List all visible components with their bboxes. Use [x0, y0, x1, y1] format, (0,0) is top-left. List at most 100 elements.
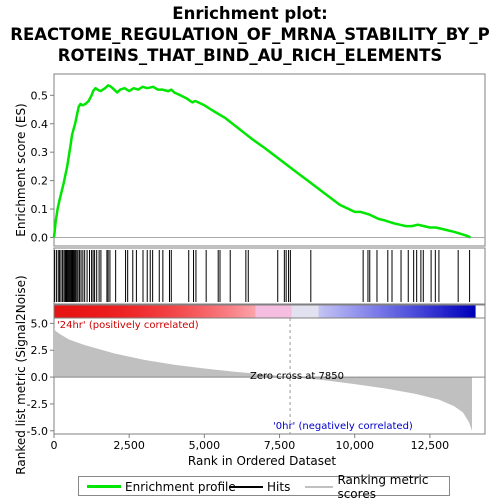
heatmap-cell: [228, 305, 232, 318]
heatmap-cell: [261, 305, 266, 318]
heatmap-cell: [207, 305, 211, 318]
rank-x-tick-label: 2,500: [113, 439, 145, 452]
rank-y-tick-label: 2.5: [31, 344, 49, 357]
heatmap-cell: [324, 305, 329, 318]
heatmap-cell: [450, 305, 455, 318]
heatmap-cell: [69, 305, 73, 318]
heatmap-cell: [57, 305, 61, 318]
heatmap-cell: [327, 305, 332, 318]
heatmap-cell: [141, 305, 145, 318]
title-line-1: Enrichment plot:: [172, 4, 328, 23]
heatmap-cell: [117, 305, 121, 318]
heatmap-cell: [312, 305, 317, 318]
heatmap-cell: [351, 305, 356, 318]
heatmap-cell: [309, 305, 314, 318]
heatmap-cell: [405, 305, 410, 318]
rank-y-tick-label: -5.0: [27, 425, 48, 438]
enrichment-profile-line: [52, 84, 472, 239]
heatmap-cell: [357, 305, 362, 318]
heatmap-cell: [231, 305, 235, 318]
heatmap-cell: [252, 305, 257, 318]
heatmap-cell: [393, 305, 398, 318]
heatmap-cell: [150, 305, 154, 318]
heatmap-cell: [457, 305, 461, 318]
heatmap-cell: [177, 305, 181, 318]
heatmap-cell: [213, 305, 217, 318]
heatmap-cell: [108, 305, 112, 318]
legend-item-hits: Hits: [229, 478, 290, 495]
hits-panel: [53, 247, 486, 305]
heatmap-cell: [195, 305, 199, 318]
heatmap-cell: [72, 305, 76, 318]
heatmap-cell: [330, 305, 335, 318]
heatmap-cell: [159, 305, 163, 318]
heatmap-cell: [198, 305, 202, 318]
heatmap-cell: [186, 305, 190, 318]
ranking-metric-area: [54, 327, 472, 431]
heatmap-cell: [348, 305, 353, 318]
heatmap-cell: [153, 305, 157, 318]
ranked-list-heatmap: [53, 304, 486, 319]
heatmap-cell: [183, 305, 187, 318]
rank-x-tick-label: 0: [51, 439, 58, 452]
legend: Enrichment profile Hits Ranking metric s…: [78, 473, 450, 501]
heatmap-cell: [105, 305, 109, 318]
heatmap-cell: [336, 305, 341, 318]
title-line-3: ROTEINS_THAT_BIND_AU_RICH_ELEMENTS: [57, 46, 443, 65]
heatmap-cell: [291, 305, 296, 318]
heatmap-cell: [75, 305, 79, 318]
legend-item-enrichment: Enrichment profile: [87, 478, 236, 495]
heatmap-cell: [402, 305, 407, 318]
rank-y-tick-label: 0.0: [31, 371, 49, 384]
heatmap-cell: [354, 305, 359, 318]
legend-enrichment-label: Enrichment profile: [125, 479, 236, 494]
heatmap-cell: [396, 305, 401, 318]
heatmap-cell: [321, 305, 326, 318]
hits-plot-area: [53, 247, 486, 305]
heatmap-cell: [219, 305, 223, 318]
heatmap-cell: [360, 305, 365, 318]
rank-x-tick-label: 5,000: [189, 439, 221, 452]
heatmap-cell: [189, 305, 193, 318]
heatmap-cell: [444, 305, 449, 318]
heatmap-cell: [174, 305, 178, 318]
heatmap-cell: [381, 305, 386, 318]
enrichment-swatch: [87, 485, 121, 488]
heatmap-cell: [342, 305, 347, 318]
heatmap-cell: [345, 305, 350, 318]
heatmap-cell: [63, 305, 67, 318]
heatmap-cell: [84, 305, 88, 318]
heatmap-cell: [249, 305, 254, 318]
negative-correlation-label: '0hr' (negatively correlated): [273, 421, 413, 432]
heatmap-cell: [60, 305, 64, 318]
rank-y-tick-label: 5.0: [31, 317, 49, 330]
heatmap-cell: [432, 305, 437, 318]
heatmap-cell: [366, 305, 371, 318]
heatmap-cell: [306, 305, 311, 318]
es-y-tick-label: 0.3: [31, 146, 49, 159]
heatmap-cell: [270, 305, 275, 318]
heatmap-cell: [201, 305, 205, 318]
heatmap-cell: [210, 305, 214, 318]
heatmap-cell: [363, 305, 368, 318]
heatmap-cell: [438, 305, 443, 318]
heatmap-cell: [378, 305, 383, 318]
heatmap-cell: [93, 305, 97, 318]
heatmap-cell: [204, 305, 208, 318]
heatmap-cell: [447, 305, 452, 318]
heatmap-cell: [258, 305, 263, 318]
heatmap-cell: [87, 305, 91, 318]
heatmap-cell: [246, 305, 251, 318]
es-y-tick-label: 0.2: [31, 175, 49, 188]
es-y-tick-label: 0.4: [31, 118, 49, 131]
heatmap-cell: [339, 305, 344, 318]
heatmap-cell: [420, 305, 425, 318]
heatmap-cell: [411, 305, 416, 318]
heatmap-cell: [375, 305, 380, 318]
heatmap-cell: [267, 305, 272, 318]
es-panel: 0.0 0.1 0.2 0.3 0.4 0.5: [31, 73, 486, 247]
heatmap-cell: [384, 305, 389, 318]
heatmap-cell: [81, 305, 85, 318]
heatmap-cell: [429, 305, 434, 318]
